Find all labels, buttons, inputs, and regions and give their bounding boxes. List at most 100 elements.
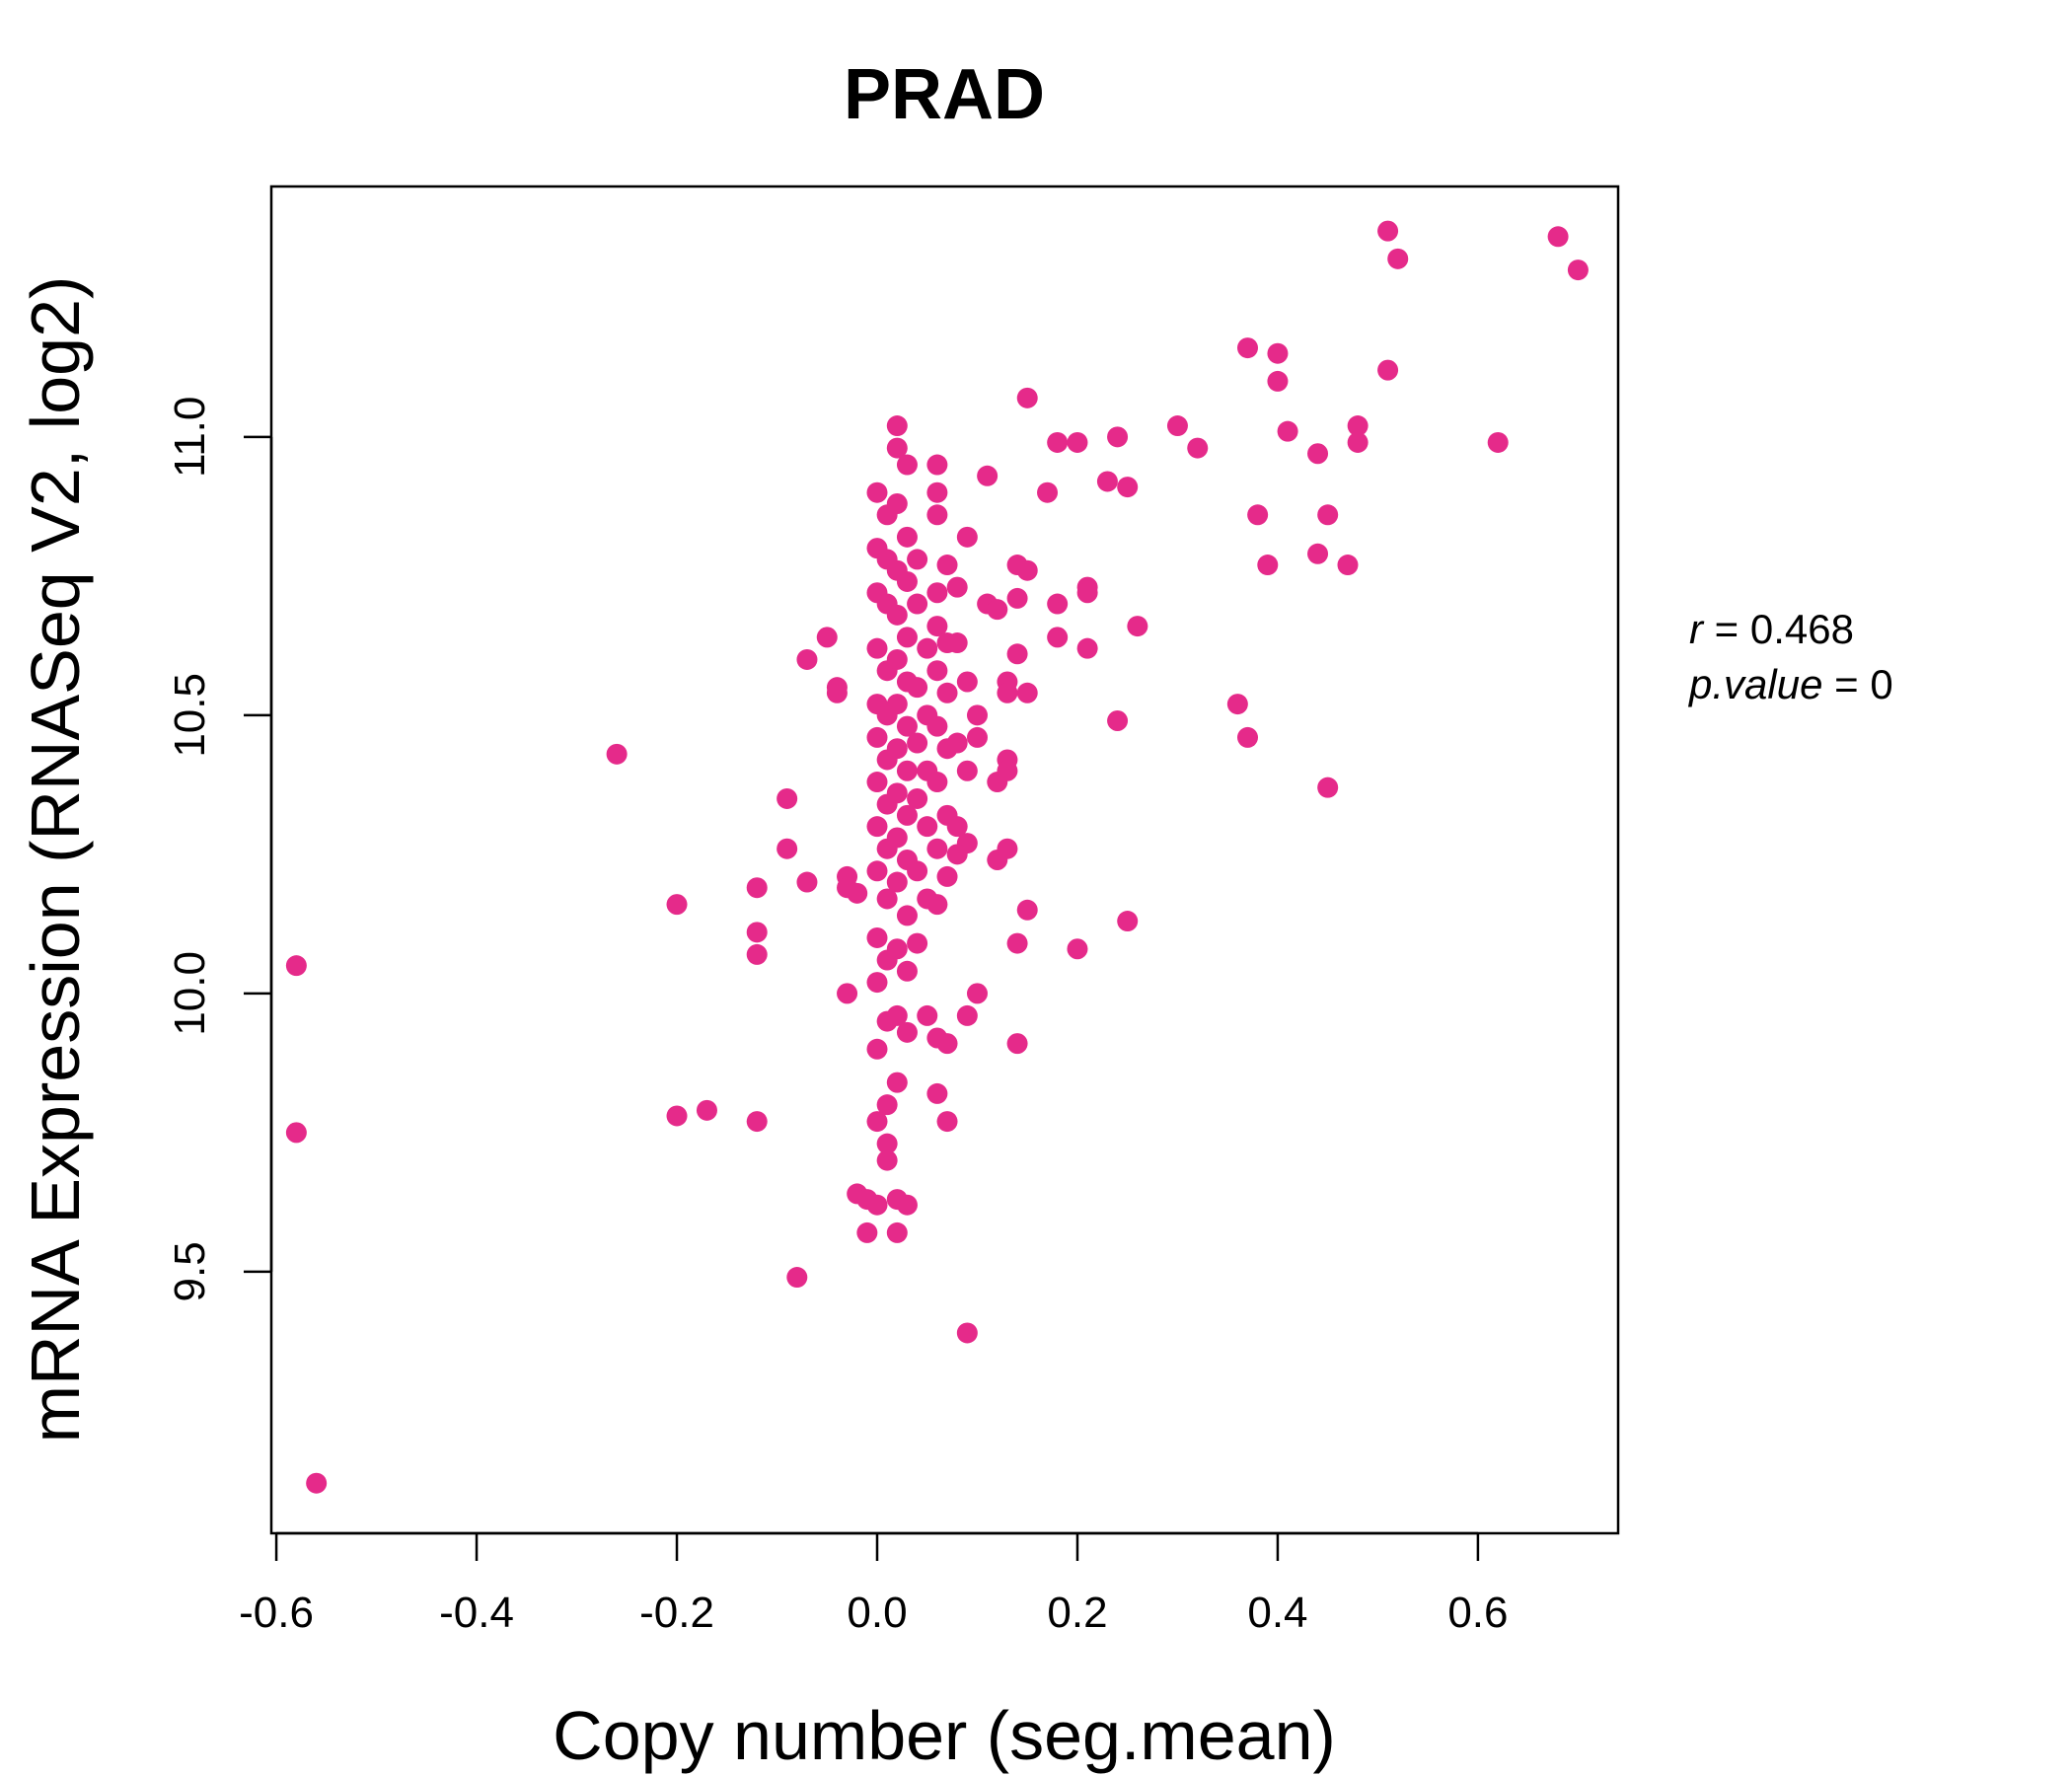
data-point [886, 827, 908, 849]
data-point [285, 1122, 307, 1144]
data-point [896, 960, 918, 982]
x-tick-label: -0.6 [239, 1589, 314, 1637]
data-point [1547, 226, 1569, 248]
data-point [866, 1038, 888, 1060]
data-point [866, 1194, 888, 1216]
data-point [926, 715, 948, 737]
data-point [746, 943, 768, 965]
data-point [896, 454, 918, 476]
data-points [285, 220, 1589, 1494]
data-point [946, 844, 968, 865]
data-point [886, 871, 908, 893]
data-point [1317, 777, 1339, 798]
data-point [896, 526, 918, 548]
data-point [1127, 616, 1148, 637]
data-point [1117, 911, 1139, 932]
data-point [1076, 582, 1098, 604]
data-point [777, 838, 798, 859]
data-point [977, 465, 999, 486]
data-point [1257, 555, 1279, 576]
data-point [1307, 443, 1329, 465]
x-axis-title: Copy number (seg.mean) [553, 1697, 1336, 1774]
data-point [866, 816, 888, 838]
data-point [1006, 1033, 1028, 1055]
data-point [917, 637, 938, 659]
data-point [696, 1099, 717, 1121]
data-point [1236, 337, 1258, 359]
data-point [926, 481, 948, 503]
data-point [837, 983, 858, 1004]
r-label: r [1689, 606, 1705, 652]
data-point [1347, 431, 1369, 453]
data-point [1487, 431, 1509, 453]
data-point [907, 549, 928, 570]
data-point [946, 576, 968, 598]
data-point [1006, 587, 1028, 609]
data-point [956, 526, 978, 548]
data-point [1567, 259, 1589, 281]
data-point [816, 627, 838, 648]
data-point [886, 694, 908, 715]
data-point [1187, 437, 1209, 459]
data-point [896, 905, 918, 926]
data-point [966, 704, 988, 726]
data-point [926, 660, 948, 682]
data-point [886, 493, 908, 515]
data-point [1096, 471, 1118, 492]
data-point [866, 772, 888, 793]
data-point [936, 682, 958, 703]
data-point [997, 682, 1018, 703]
data-point [997, 838, 1018, 859]
data-point [936, 1033, 958, 1055]
data-point [1047, 593, 1069, 615]
data-point [926, 582, 948, 604]
data-point [896, 1021, 918, 1043]
data-point [1377, 220, 1399, 242]
data-point [1247, 504, 1269, 526]
data-point [1377, 359, 1399, 381]
y-axis: 9.5 10.0 10.5 11.0 [166, 397, 273, 1301]
chart-title: PRAD [844, 55, 1045, 134]
data-point [966, 983, 988, 1004]
p-value: 0 [1870, 661, 1892, 707]
y-tick-label: 9.5 [166, 1241, 214, 1301]
data-point [866, 637, 888, 659]
data-point [1006, 643, 1028, 665]
data-point [917, 1004, 938, 1026]
data-point [746, 922, 768, 943]
data-point [886, 1221, 908, 1243]
data-point [1016, 682, 1038, 703]
data-point [666, 1105, 688, 1127]
data-point [876, 1149, 898, 1171]
data-point [866, 926, 888, 948]
stats-annotation: r = 0.468 p.value = 0 [1687, 606, 1893, 707]
r-value: 0.468 [1750, 606, 1854, 652]
y-tick-label: 10.5 [166, 673, 214, 758]
data-point [926, 1082, 948, 1104]
r-annotation: r = 0.468 [1689, 606, 1854, 652]
x-tick-label: 0.0 [847, 1589, 907, 1637]
data-point [1047, 431, 1069, 453]
data-point [666, 894, 688, 916]
data-point [956, 1004, 978, 1026]
data-point [886, 782, 908, 804]
y-tick-label: 10.0 [166, 951, 214, 1036]
data-point [926, 772, 948, 793]
data-point [866, 1111, 888, 1133]
data-point [896, 1194, 918, 1216]
data-point [866, 972, 888, 994]
data-point [1067, 938, 1088, 960]
data-point [1067, 431, 1088, 453]
data-point [306, 1472, 328, 1494]
data-point [956, 760, 978, 781]
plot-frame [269, 185, 1620, 1535]
x-tick-label: -0.4 [439, 1589, 514, 1637]
data-point [956, 1322, 978, 1344]
data-point [786, 1267, 808, 1289]
data-point [1236, 726, 1258, 748]
data-point [886, 938, 908, 960]
data-point [886, 604, 908, 626]
y-tick-label: 11.0 [166, 397, 214, 478]
p-annotation: p.value = 0 [1687, 661, 1893, 707]
